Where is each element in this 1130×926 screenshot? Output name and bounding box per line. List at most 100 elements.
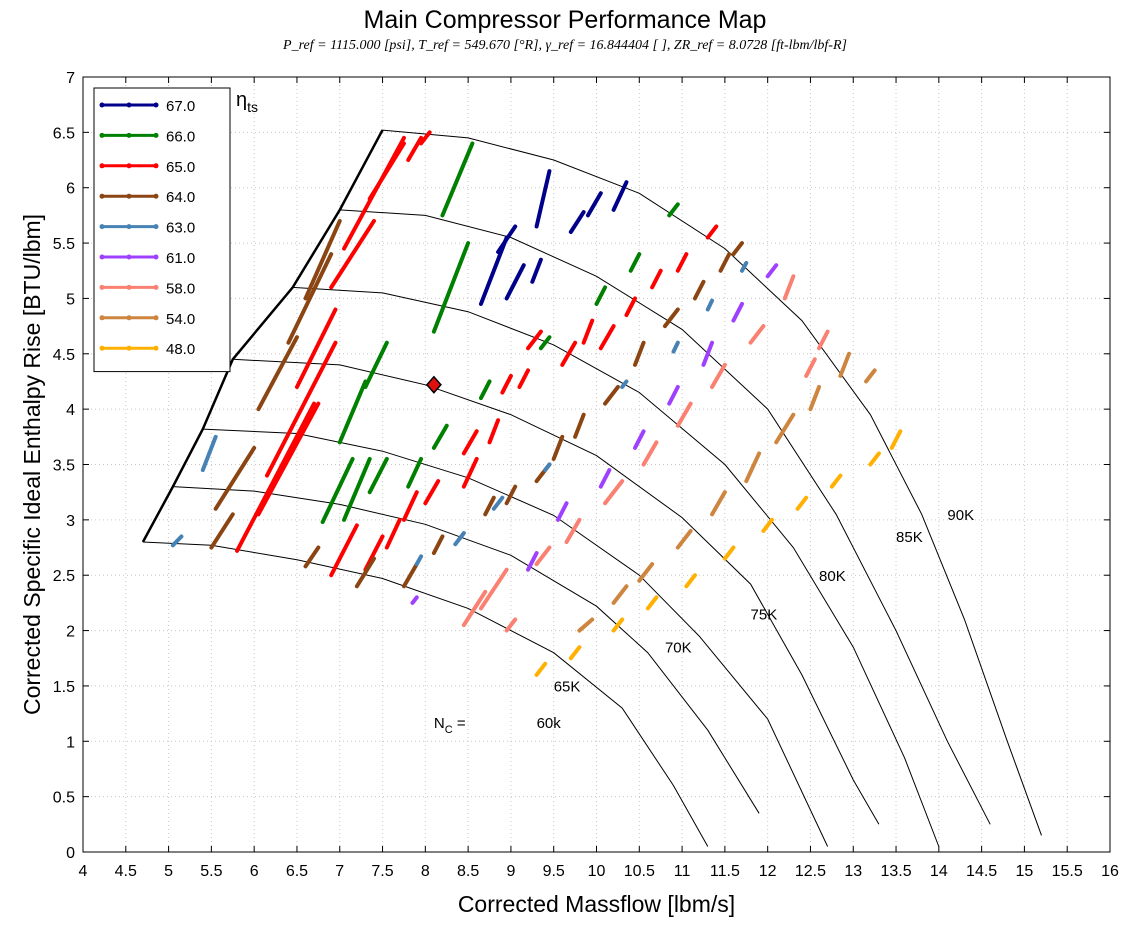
- efficiency-segment: [286, 252, 334, 345]
- efficiency-segment: [354, 556, 376, 589]
- legend-marker: [99, 102, 105, 108]
- efficiency-segment: [889, 429, 903, 450]
- efficiency-segment: [555, 501, 569, 522]
- x-tick-label: 14: [930, 863, 948, 880]
- efficiency-segment: [294, 307, 338, 389]
- y-tick-label: 0.5: [53, 790, 75, 807]
- efficiency-segment: [868, 451, 881, 467]
- y-axis-label: Corrected Specific Ideal Enthalpy Rise […: [19, 214, 45, 715]
- legend-box: [93, 87, 231, 373]
- legend-marker: [126, 102, 132, 108]
- x-tick-label: 5.5: [200, 863, 222, 880]
- efficiency-segment: [504, 484, 518, 506]
- x-tick-label: 14.5: [966, 863, 997, 880]
- efficiency-segment: [478, 379, 492, 401]
- efficiency-segment: [200, 434, 218, 473]
- efficiency-segment: [337, 379, 368, 445]
- legend-marker: [153, 163, 159, 169]
- efficiency-segment: [423, 479, 441, 506]
- y-tick-label: 7: [66, 70, 75, 87]
- legend-marker: [153, 315, 159, 321]
- surge-line: [141, 129, 384, 543]
- x-tick-label: 15.5: [1052, 863, 1083, 880]
- efficiency-segment: [718, 252, 732, 273]
- efficiency-segment: [410, 595, 419, 605]
- legend-marker: [126, 132, 132, 138]
- x-tick-label: 9: [506, 863, 515, 880]
- y-tick-label: 6: [66, 181, 75, 198]
- efficiency-segment: [598, 468, 612, 489]
- series-65-0: [235, 130, 719, 578]
- efficiency-segment: [667, 385, 680, 406]
- x-tick-label: 10: [588, 863, 606, 880]
- legend-label-67-0: 67.0: [166, 98, 195, 115]
- speed-line-65k: [172, 486, 760, 814]
- y-tick-label: 4.5: [53, 347, 75, 364]
- x-tick-label: 11: [674, 863, 691, 880]
- x-axis-label: Corrected Massflow [lbm/s]: [458, 891, 735, 917]
- tick-labels: 4 4.5 5 5.5 6 6.5 7 7.5 8 8.5 9 9.5 10 10.5 11 11.5 12 12…: [53, 70, 1119, 880]
- efficiency-segment: [303, 545, 321, 569]
- efficiency-segment: [641, 440, 659, 467]
- efficiency-segment: [838, 351, 851, 378]
- speed-label-85k: 85K: [896, 529, 923, 546]
- efficiency-segment: [526, 329, 543, 351]
- y-tick-label: 2: [66, 624, 75, 641]
- x-tick-label: 4.5: [115, 863, 137, 880]
- efficiency-segment: [761, 517, 774, 533]
- efficiency-segment: [765, 263, 779, 279]
- efficiency-segment: [483, 495, 496, 517]
- legend-marker: [153, 254, 159, 260]
- legend-label-58-0: 58.0: [166, 280, 195, 297]
- efficiency-segment: [384, 517, 402, 550]
- efficiency-segment: [594, 285, 608, 306]
- efficiency-segment: [603, 385, 620, 406]
- efficiency-segment: [504, 617, 518, 633]
- efficiency-segment: [543, 462, 552, 473]
- speed-line-80k: [292, 286, 940, 847]
- efficiency-segment: [568, 210, 586, 234]
- y-tick-label: 6.5: [53, 125, 75, 142]
- efficiency-segment: [624, 296, 638, 318]
- efficiency-segment: [598, 324, 616, 351]
- efficiency-segment: [782, 274, 796, 301]
- legend-marker: [99, 254, 105, 260]
- efficiency-segment: [329, 523, 359, 578]
- x-tick-label: 13.5: [880, 863, 911, 880]
- series-54-0: [577, 351, 877, 633]
- x-tick-label: 8.5: [457, 863, 479, 880]
- efficiency-segment: [633, 340, 646, 367]
- efficiency-segment: [560, 340, 578, 367]
- efficiency-segment: [705, 224, 719, 240]
- efficiency-series: [170, 130, 903, 677]
- legend-marker: [99, 284, 105, 290]
- series-66-0: [320, 141, 680, 525]
- efficiency-segment: [675, 252, 689, 273]
- legend-marker: [153, 224, 159, 230]
- speed-label-60k: 60k: [537, 715, 562, 732]
- efficiency-segment: [431, 241, 471, 334]
- speed-line-60k: [142, 541, 709, 847]
- efficiency-segment: [637, 562, 655, 583]
- efficiency-segment: [265, 340, 338, 478]
- efficiency-segment: [710, 490, 727, 517]
- legend-marker: [126, 254, 132, 260]
- x-tick-label: 7.5: [371, 863, 393, 880]
- efficiency-segment: [431, 534, 445, 556]
- efficiency-segment: [329, 218, 376, 290]
- legend-marker: [126, 315, 132, 321]
- efficiency-segment: [731, 301, 744, 323]
- efficiency-segment: [722, 545, 736, 561]
- efficiency-segment: [256, 335, 299, 412]
- efficiency-segment: [744, 451, 762, 484]
- series-61-0: [410, 263, 779, 605]
- efficiency-segment: [256, 401, 321, 517]
- efficiency-segment: [367, 141, 406, 201]
- legend-marker: [153, 345, 159, 351]
- speed-label-70k: 70K: [665, 640, 692, 657]
- x-tick-label: 5: [164, 863, 173, 880]
- y-tick-label: 0: [66, 845, 75, 862]
- legend-marker: [153, 284, 159, 290]
- efficiency-segment: [320, 456, 355, 525]
- x-tick-label: 12: [759, 863, 777, 880]
